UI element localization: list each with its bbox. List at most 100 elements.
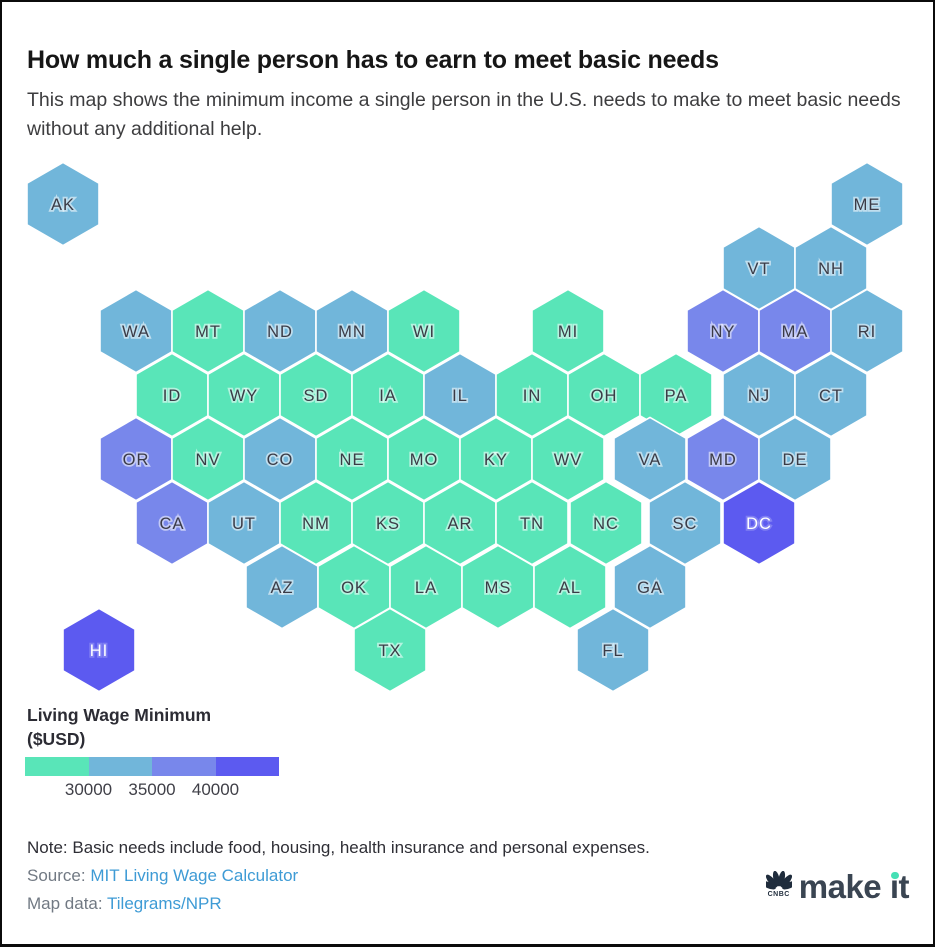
hex-label-SC: SC [673, 515, 698, 533]
hex-tile-OK[interactable]: OK [317, 544, 391, 630]
hex-tile-NV[interactable]: NV [171, 416, 245, 502]
source-link[interactable]: MIT Living Wage Calculator [90, 866, 299, 885]
hex-label-WY: WY [230, 387, 259, 405]
hex-tile-SC[interactable]: SC [648, 480, 722, 566]
hex-label-GA: GA [637, 579, 663, 597]
hex-tile-MI[interactable]: MI [531, 288, 605, 374]
hex-shape-WI[interactable] [387, 288, 461, 374]
legend-swatch [88, 757, 152, 776]
hex-label-MO: MO [410, 451, 439, 469]
hex-tile-MO[interactable]: MO [387, 416, 461, 502]
hex-tile-NJ[interactable]: NJ [722, 352, 796, 438]
hex-tile-UT[interactable]: UT [207, 480, 281, 566]
hex-shape-VA[interactable] [613, 416, 687, 502]
hex-tile-IA[interactable]: IA [351, 352, 425, 438]
hex-label-MN: MN [338, 323, 366, 341]
hex-shape-DC[interactable] [722, 480, 796, 566]
hex-label-LA: LA [415, 579, 437, 597]
hex-shape-RI[interactable] [830, 288, 904, 374]
hex-tile-OR[interactable]: OR [99, 416, 173, 502]
hex-tile-CA[interactable]: CA [135, 480, 209, 566]
mapdata-label: Map data: [27, 894, 103, 913]
hex-shape-WV[interactable] [531, 416, 605, 502]
hex-tile-HI[interactable]: HI [62, 607, 136, 693]
hex-tile-OH[interactable]: OH [567, 352, 641, 438]
hex-label-FL: FL [602, 642, 623, 660]
hex-label-UT: UT [232, 515, 256, 533]
hex-shape-GA[interactable] [613, 544, 687, 630]
hex-label-ME: ME [854, 196, 881, 214]
hex-tile-PA[interactable]: PA [639, 352, 713, 438]
hex-shape-FL[interactable] [576, 607, 650, 693]
legend-swatch [215, 757, 279, 776]
hex-shape-TX[interactable] [353, 607, 427, 693]
hex-tile-MA[interactable]: MA [758, 288, 832, 374]
hex-label-NJ: NJ [748, 387, 770, 405]
hex-tile-GA[interactable]: GA [613, 544, 687, 630]
legend-tick-35000: 35000 [128, 780, 176, 799]
hex-label-KY: KY [484, 451, 508, 469]
cnbc-make-it-logo: CNBC make ıt [765, 868, 910, 905]
hex-label-IA: IA [379, 387, 397, 405]
hex-label-MI: MI [558, 323, 578, 341]
logo-make: make [798, 868, 882, 905]
hex-label-TX: TX [378, 642, 401, 660]
hex-tile-ME[interactable]: ME [830, 161, 904, 247]
cnbc-wordmark: CNBC [767, 891, 790, 898]
hex-shape-SC[interactable] [648, 480, 722, 566]
hex-tile-AL[interactable]: AL [533, 544, 607, 630]
hex-label-IL: IL [452, 387, 468, 405]
hex-tile-TX[interactable]: TX [353, 607, 427, 693]
hex-label-NE: NE [340, 451, 365, 469]
mapdata-line: Map data: Tilegrams/NPR [27, 894, 222, 914]
hex-label-ID: ID [163, 387, 182, 405]
hex-tile-AZ[interactable]: AZ [245, 544, 319, 630]
hex-tile-WI[interactable]: WI [387, 288, 461, 374]
hex-shape-CT[interactable] [794, 352, 868, 438]
hex-shape-AL[interactable] [533, 544, 607, 630]
hex-tile-CT[interactable]: CT [794, 352, 868, 438]
legend-tick-40000: 40000 [191, 780, 240, 799]
hex-tile-NC[interactable]: NC [569, 480, 643, 566]
hex-tile-RI[interactable]: RI [830, 288, 904, 374]
logo-it: ıt [889, 868, 910, 905]
mapdata-link[interactable]: Tilegrams/NPR [107, 894, 222, 913]
hex-shape-MI[interactable] [531, 288, 605, 374]
hex-label-MT: MT [195, 323, 221, 341]
hex-label-AK: AK [51, 196, 75, 214]
hex-label-VT: VT [747, 260, 770, 278]
hex-tile-AK[interactable]: AK [26, 161, 100, 247]
hex-tile-IL[interactable]: IL [423, 352, 497, 438]
hex-label-NC: NC [593, 515, 619, 533]
hex-label-HI: HI [90, 642, 109, 660]
hex-shape-HI[interactable] [62, 607, 136, 693]
hex-shape-DE[interactable] [758, 416, 832, 502]
hex-tile-FL[interactable]: FL [576, 607, 650, 693]
hex-tile-VT[interactable]: VT [722, 225, 796, 311]
hex-tile-VA[interactable]: VA [613, 416, 687, 502]
hex-label-WI: WI [413, 323, 435, 341]
legend-tick-30000: 30000 [64, 780, 113, 799]
legend-color-bar [25, 757, 279, 776]
hex-shape-NC[interactable] [569, 480, 643, 566]
hex-label-IN: IN [523, 387, 542, 405]
legend-swatch [25, 757, 89, 776]
hex-label-NV: NV [196, 451, 221, 469]
hex-tile-DE[interactable]: DE [758, 416, 832, 502]
hex-tile-DC[interactable]: DC [722, 480, 796, 566]
hex-label-VA: VA [639, 451, 662, 469]
hex-shape-ME[interactable] [830, 161, 904, 247]
page-title: How much a single person has to earn to … [27, 46, 719, 74]
hex-tile-TN[interactable]: TN [495, 480, 569, 566]
hex-label-OK: OK [341, 579, 367, 597]
hex-tile-MS[interactable]: MS [461, 544, 535, 630]
hex-label-WA: WA [122, 323, 150, 341]
hex-label-MD: MD [709, 451, 737, 469]
hex-label-NY: NY [711, 323, 736, 341]
hex-tile-WV[interactable]: WV [531, 416, 605, 502]
hex-label-KS: KS [376, 515, 400, 533]
hex-tile-CO[interactable]: CO [243, 416, 317, 502]
hex-label-ND: ND [267, 323, 293, 341]
hex-shape-AK[interactable] [26, 161, 100, 247]
